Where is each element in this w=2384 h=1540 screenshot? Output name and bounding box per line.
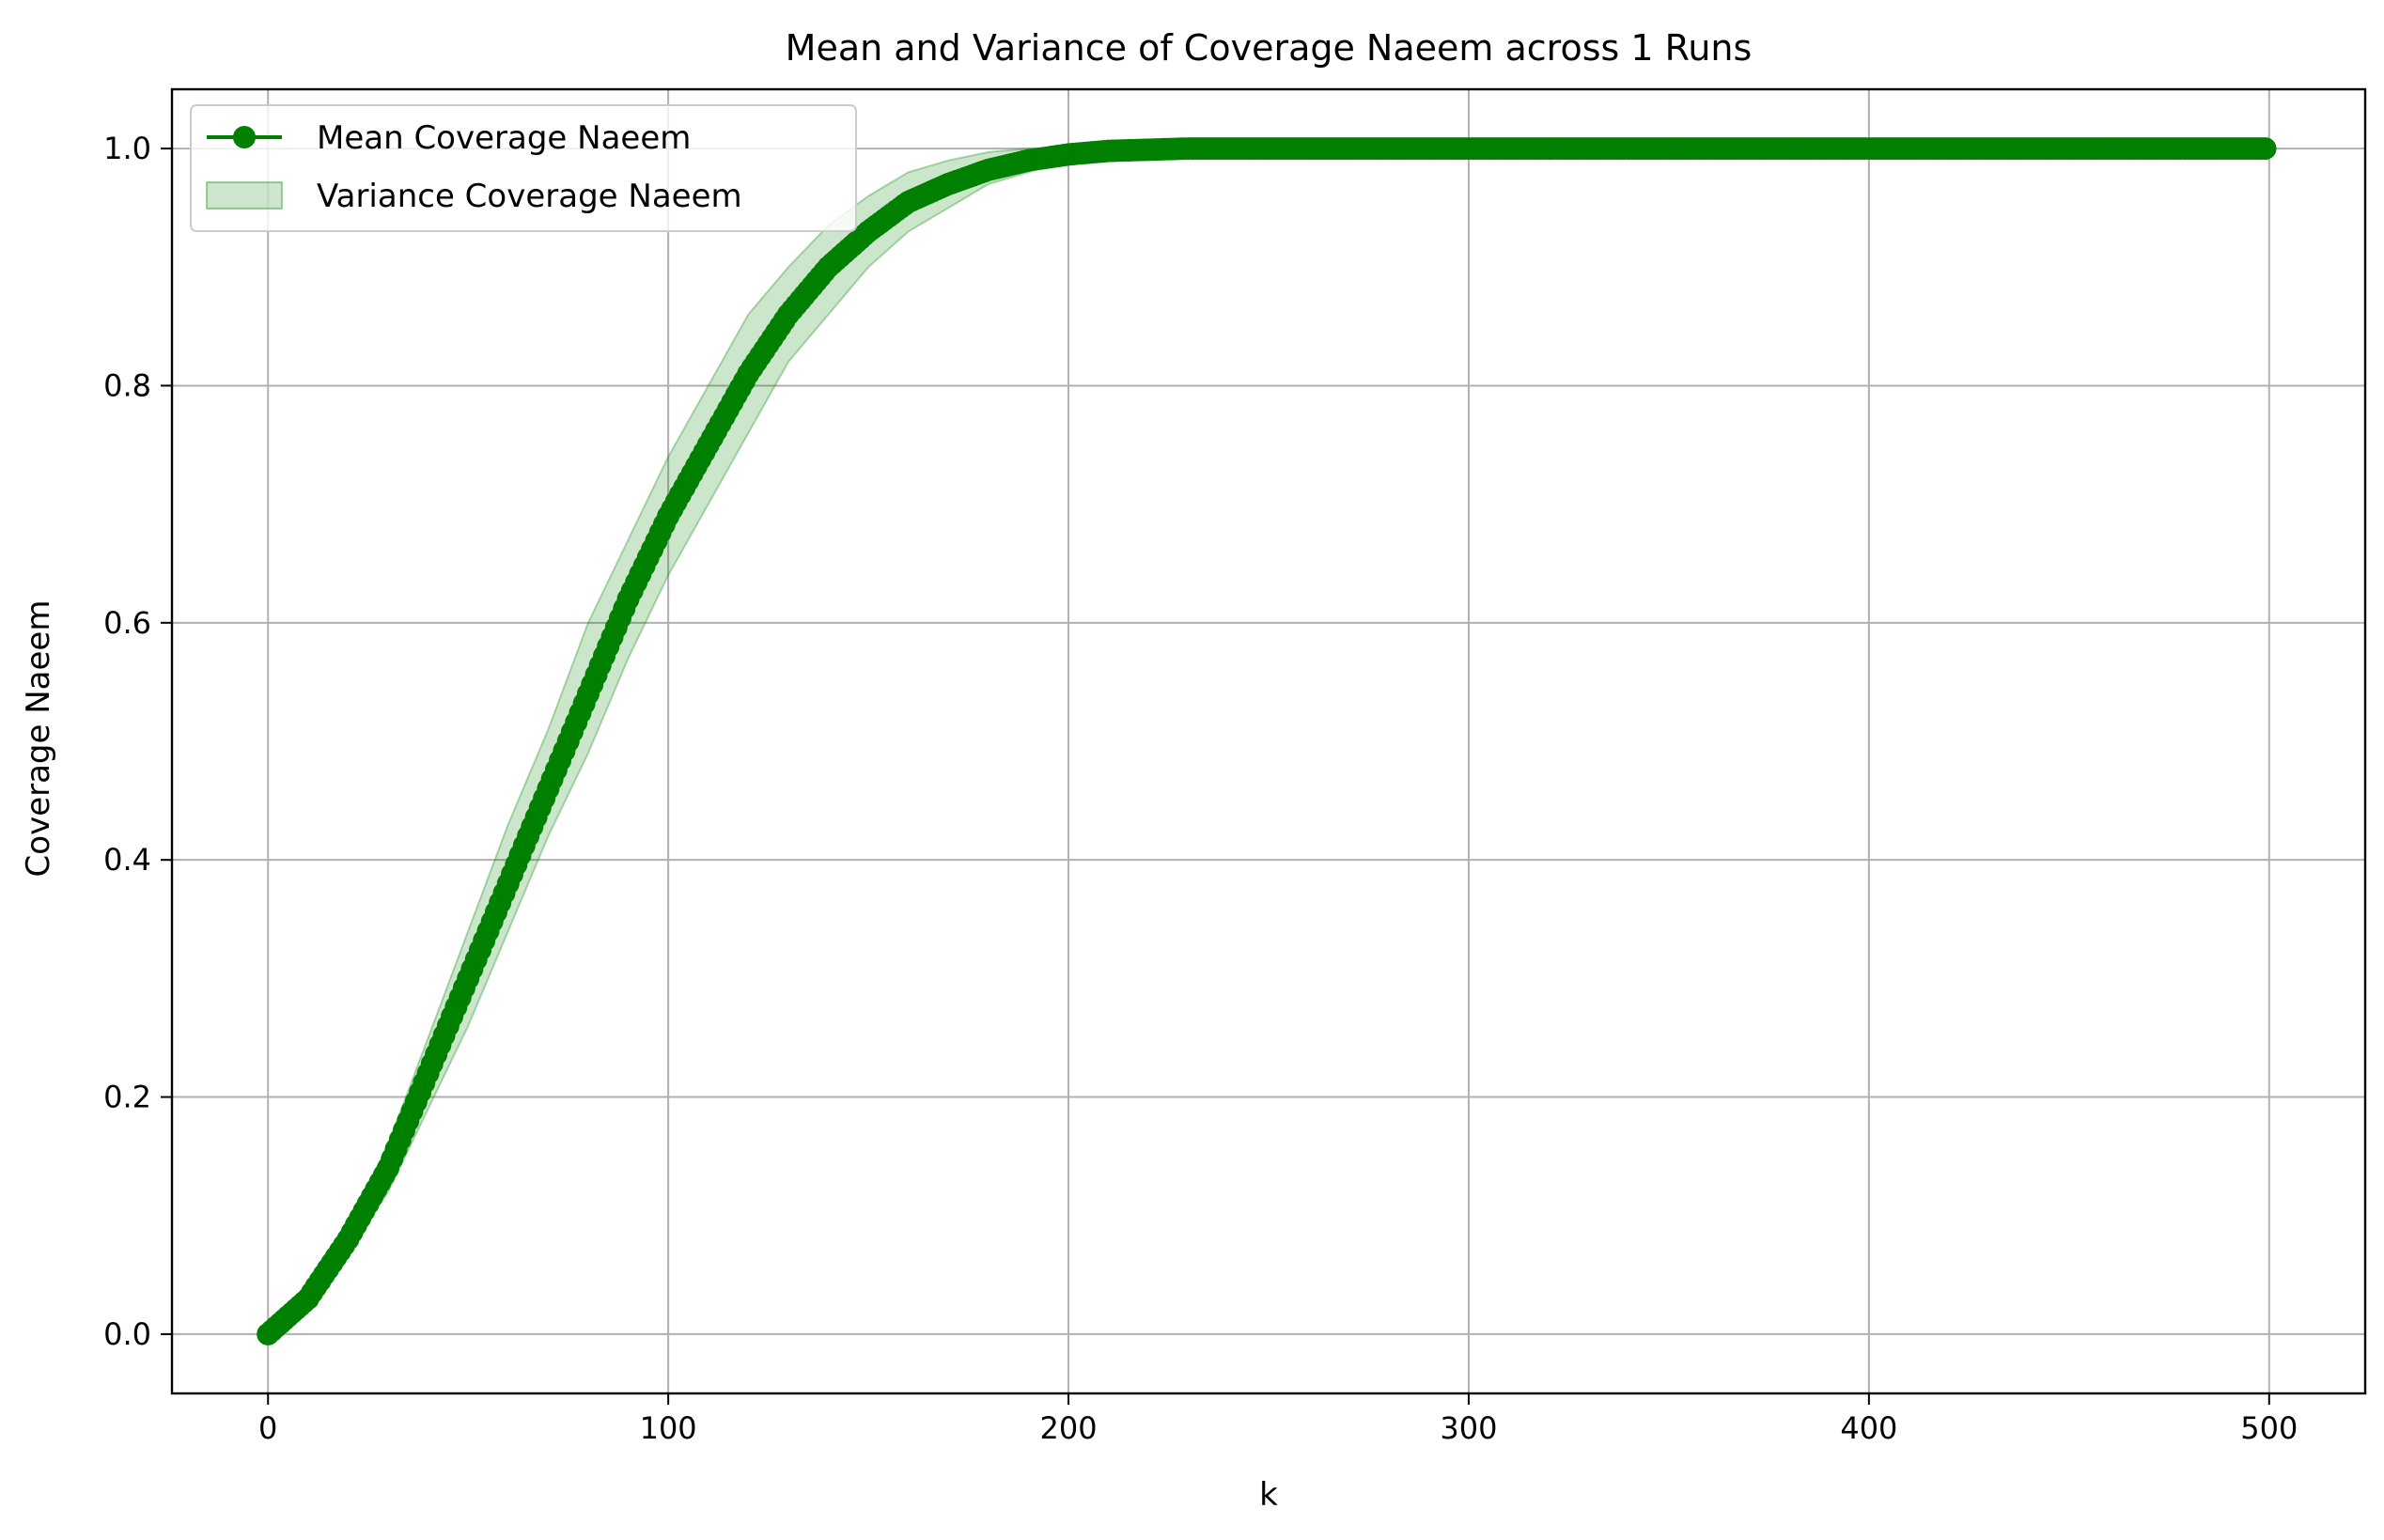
x-tick-label: 400: [1840, 1410, 1897, 1446]
x-axis-label: k: [1259, 1476, 1278, 1514]
y-tick-label: 0.8: [103, 367, 151, 403]
x-tick-label: 200: [1040, 1410, 1098, 1446]
mean-marker: [2253, 137, 2277, 161]
y-tick-label: 0.0: [103, 1316, 151, 1352]
y-axis-label: Coverage Naeem: [20, 600, 57, 878]
chart-title: Mean and Variance of Coverage Naeem acro…: [786, 27, 1753, 69]
variance-band-layer: [267, 148, 2266, 1335]
plot-frame: [170, 87, 2367, 1395]
legend-label-variance: Variance Coverage Naeem: [317, 178, 742, 215]
grid-layer: [172, 89, 2365, 1393]
tick-layer: 0 100 200 300 400 500 0.0 0.2 0.4 0.6 0.8 1.0: [103, 131, 2298, 1446]
legend-marker-swatch: [233, 126, 256, 148]
y-tick-label: 0.2: [103, 1080, 151, 1115]
y-tick-label: 0.6: [103, 605, 151, 641]
legend: Mean Coverage Naeem Variance Coverage Na…: [190, 104, 857, 232]
legend-label-mean: Mean Coverage Naeem: [317, 119, 691, 157]
y-tick-label: 1.0: [103, 131, 151, 166]
x-tick-label: 100: [640, 1410, 697, 1446]
variance-band: [267, 148, 2266, 1335]
x-tick-label: 500: [2240, 1410, 2298, 1446]
legend-band-swatch: [206, 181, 283, 210]
legend-box: [190, 104, 857, 232]
x-tick-label: 0: [258, 1410, 277, 1446]
y-tick-label: 0.4: [103, 842, 151, 878]
mean-line-layer: [257, 137, 2277, 1346]
x-tick-label: 300: [1440, 1410, 1497, 1446]
